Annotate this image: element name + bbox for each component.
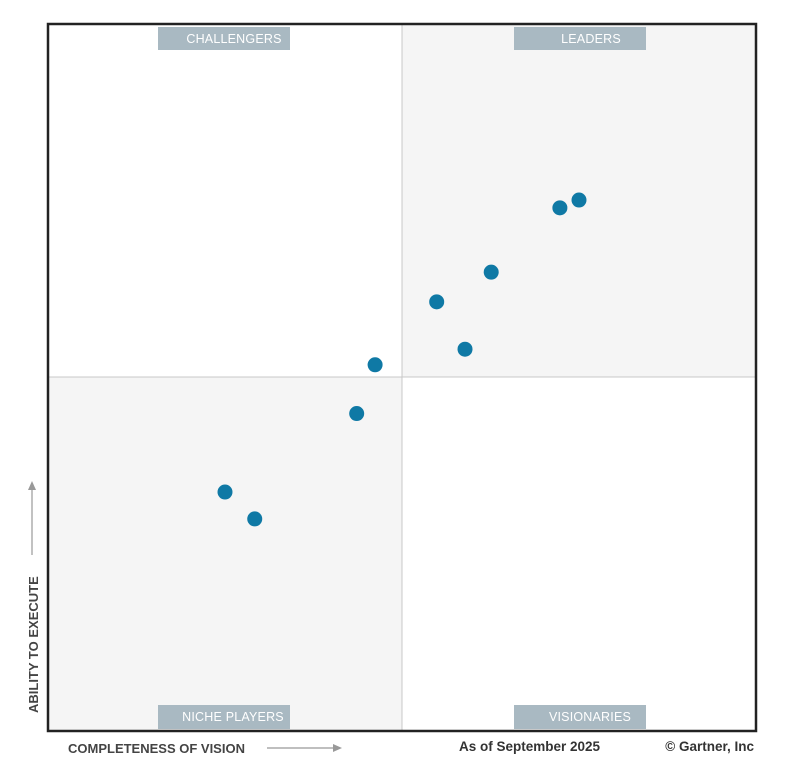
visionaries-label-box xyxy=(514,705,646,729)
y-axis-label: ABILITY TO EXECUTE xyxy=(26,576,41,713)
chart-frame xyxy=(46,22,758,733)
niche-players-label: NICHE PLAYERS xyxy=(182,710,284,724)
data-point-9 xyxy=(247,511,263,527)
data-point-4 xyxy=(429,294,445,310)
leaders-label: LEADERS xyxy=(561,32,621,46)
data-point-1 xyxy=(552,200,568,216)
x-axis-arrowhead xyxy=(333,744,342,752)
quadrant-challengers-bg xyxy=(48,24,402,377)
data-point-3 xyxy=(483,264,499,280)
data-point-8 xyxy=(217,484,233,500)
quadrant-niche-bg xyxy=(48,377,402,731)
copyright: © Gartner, Inc xyxy=(665,739,754,754)
visionaries-label: VISIONARIES xyxy=(549,710,631,724)
as-of-date: As of September 2025 xyxy=(459,739,601,754)
quadrant-visionaries-bg xyxy=(402,377,756,731)
challengers-label-box xyxy=(158,27,290,50)
y-axis-arrowhead xyxy=(28,481,36,490)
challengers-label: CHALLENGERS xyxy=(186,32,281,46)
data-point-7 xyxy=(349,406,365,422)
data-point-6 xyxy=(367,357,383,373)
niche-players-label-box xyxy=(158,705,290,729)
data-point-2 xyxy=(571,192,587,208)
data-point-5 xyxy=(457,341,473,357)
leaders-label-box xyxy=(514,27,646,50)
x-axis-label: COMPLETENESS OF VISION xyxy=(68,741,245,756)
points-group xyxy=(217,192,587,527)
